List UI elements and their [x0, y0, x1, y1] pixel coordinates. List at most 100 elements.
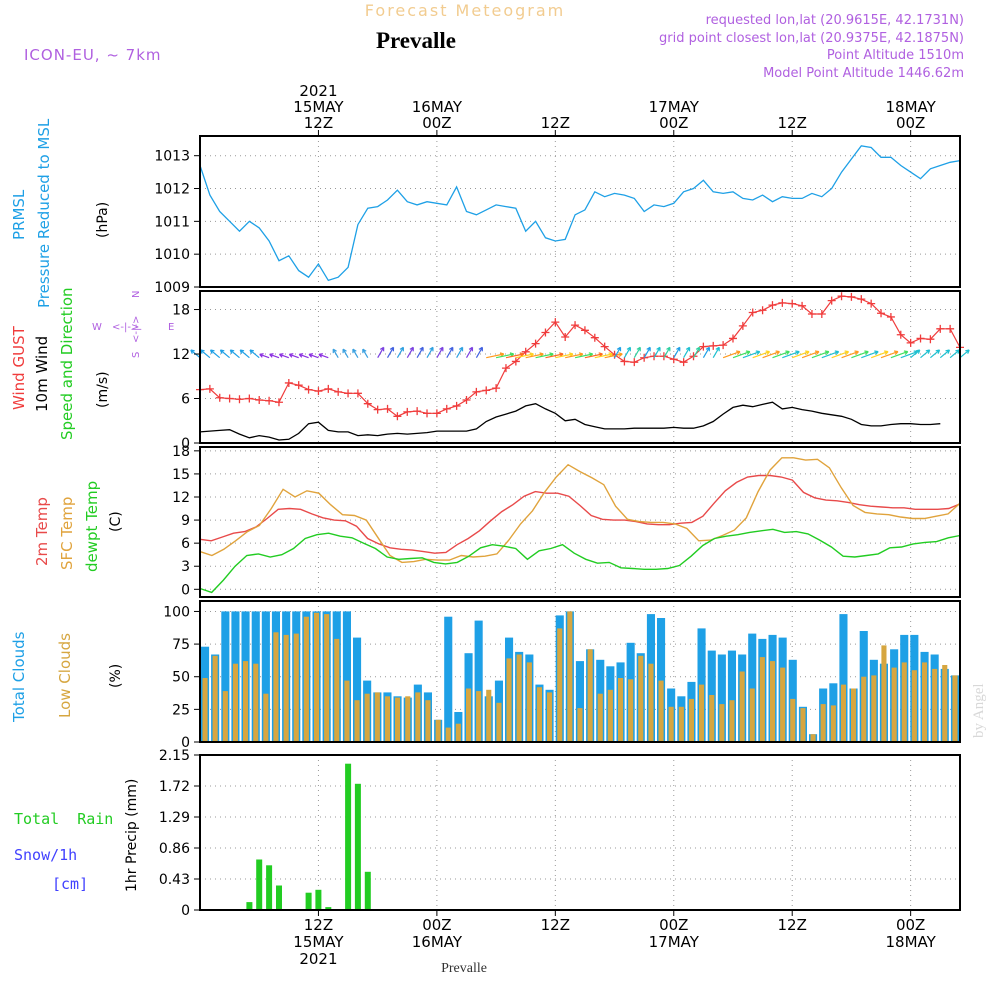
y-tick-label: 6	[181, 536, 190, 552]
wind-arrow	[890, 350, 909, 359]
gust-marker	[561, 332, 570, 341]
gust-label: Wind GUST	[10, 325, 28, 410]
model-point-altitude: Model Point Altitude 1446.62m	[763, 66, 964, 81]
low-cloud-bar	[810, 734, 816, 742]
rain-bar	[345, 763, 352, 910]
time-label-top: 18MAY	[886, 98, 937, 116]
low-cloud-bar	[699, 684, 705, 742]
low-cloud-bar	[932, 668, 938, 742]
y-tick-label: 0.43	[159, 872, 190, 888]
wind-arrow	[278, 353, 290, 359]
gust-marker	[847, 292, 856, 301]
gust-marker	[600, 342, 609, 351]
low-cloud-bar	[212, 655, 218, 742]
forecast-meteogram-title: Forecast Meteogram	[365, 1, 565, 20]
gust-marker	[807, 309, 816, 318]
watermark: by Angel	[971, 683, 987, 738]
y-tick-label: 25	[172, 702, 190, 718]
low-cloud-bar	[232, 663, 238, 742]
low-cloud-bar	[577, 708, 583, 742]
gust-marker	[778, 298, 787, 307]
y-tick-label: 6	[181, 392, 190, 408]
low-cloud-bar	[395, 697, 401, 742]
time-label-top: 12Z	[304, 114, 333, 132]
gridpoint-coords: grid point closest lon,lat (20.9375E, 42…	[659, 31, 964, 46]
wind-arrow	[683, 346, 691, 358]
panel-frame	[199, 290, 961, 444]
wind-arrow	[352, 348, 359, 359]
y-tick-label: 100	[163, 604, 190, 620]
wind-arrow	[653, 346, 661, 358]
panel-frame	[199, 600, 961, 743]
wind-arrow	[465, 346, 474, 358]
wind-arrow	[841, 350, 859, 359]
low-cloud-bar	[334, 638, 340, 742]
low-cloud-bar	[455, 723, 461, 742]
y-tick-label: 1.29	[159, 810, 190, 826]
time-label-top: 00Z	[896, 114, 925, 132]
gust-marker	[344, 389, 353, 398]
gust-marker	[630, 358, 639, 367]
low-cloud-bar	[780, 667, 786, 742]
gust-marker	[393, 412, 402, 421]
time-label-top: 17MAY	[649, 98, 700, 116]
low-cloud-bar	[790, 698, 796, 742]
low-cloud-bar	[243, 661, 249, 742]
y-tick-label: 9	[181, 513, 190, 529]
total-cloud-bar	[444, 616, 453, 742]
low-cloud-bar	[881, 645, 887, 742]
compass-n: N	[131, 291, 142, 298]
sfc-temp-label: SFC Temp	[58, 497, 76, 570]
wind-arrow	[643, 346, 651, 358]
gust-marker	[472, 387, 481, 396]
gust-marker	[462, 395, 471, 404]
low-cloud-bar	[273, 632, 279, 742]
low-cloud-bar	[759, 657, 765, 742]
point-altitude: Point Altitude 1510m	[827, 48, 964, 63]
snow-unit-label: [cm]	[52, 875, 88, 893]
low-cloud-bar	[384, 696, 390, 742]
wind-arrow	[298, 353, 309, 359]
wind-arrow	[870, 350, 889, 359]
gust-marker	[314, 387, 323, 396]
wind-arrow	[821, 350, 840, 359]
wind-arrow	[332, 348, 339, 359]
gust-marker	[886, 312, 895, 321]
temp2m-line	[199, 474, 961, 554]
wind-arrow	[692, 346, 701, 358]
compass-s: S	[131, 352, 142, 358]
low-cloud-bar	[466, 688, 472, 742]
low-cloud-bar	[253, 663, 259, 742]
low-cloud-bar	[709, 695, 715, 742]
gust-marker	[709, 341, 718, 350]
low-cloud-bar	[871, 675, 877, 742]
gust-marker	[926, 335, 935, 344]
y-tick-label: 3	[181, 559, 190, 575]
low-cloud-bar	[587, 649, 593, 742]
low-cloud-bar	[830, 705, 836, 742]
gust-marker	[205, 384, 214, 393]
wind-arrow	[386, 346, 395, 358]
low-cloud-bar	[851, 688, 857, 742]
temp2m-label: 2m Temp	[33, 497, 51, 566]
low-cloud-bar	[202, 678, 208, 742]
total-cloud-bar	[727, 650, 736, 742]
time-label-bottom: 12Z	[778, 916, 807, 934]
gust-marker	[798, 301, 807, 310]
gust-marker	[719, 341, 728, 350]
wind-arrow	[288, 353, 299, 359]
time-label-bottom: 00Z	[422, 916, 451, 934]
dewpt-line	[199, 528, 961, 594]
low-cloud-bar	[263, 693, 269, 742]
low-cloud-bar	[526, 662, 532, 742]
wind-arrow	[880, 350, 899, 359]
dewpt-label: dewpt Temp	[83, 481, 101, 572]
low-cloud-bar	[820, 704, 826, 742]
wind-arrow	[229, 349, 240, 359]
low-cloud-bar	[922, 662, 928, 742]
low-cloud-bar	[496, 702, 502, 742]
gust-marker	[699, 342, 708, 351]
gust-marker	[580, 326, 589, 335]
gust-marker	[442, 404, 451, 413]
gust-marker	[541, 328, 550, 337]
